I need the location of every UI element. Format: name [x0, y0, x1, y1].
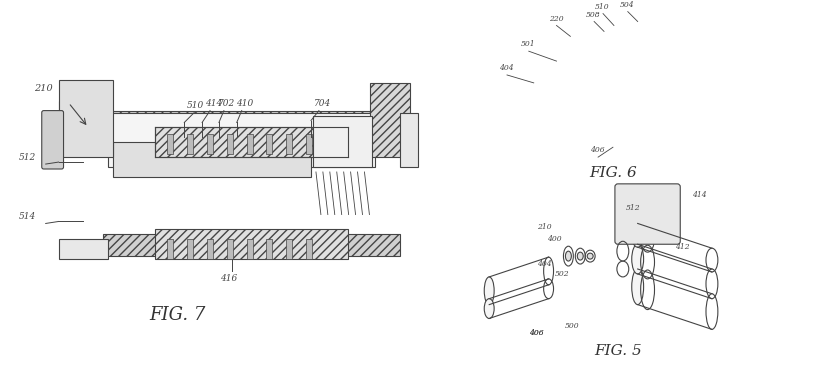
Text: 406: 406 — [528, 329, 543, 337]
Ellipse shape — [586, 253, 592, 259]
Bar — [58, 101, 108, 120]
Ellipse shape — [484, 299, 494, 318]
Ellipse shape — [565, 251, 571, 261]
Text: 414: 414 — [205, 99, 222, 108]
Text: 412: 412 — [675, 243, 689, 251]
Text: 501: 501 — [520, 40, 535, 48]
Text: 410: 410 — [236, 99, 253, 108]
Ellipse shape — [577, 252, 582, 260]
Bar — [400, 113, 418, 167]
Bar — [187, 134, 193, 154]
Bar — [157, 134, 335, 152]
Bar — [155, 229, 347, 259]
Bar — [113, 142, 310, 177]
Bar — [247, 134, 252, 154]
Ellipse shape — [484, 277, 494, 305]
Bar — [227, 134, 233, 154]
Text: 406: 406 — [528, 329, 543, 337]
Bar — [227, 239, 233, 259]
Bar — [286, 239, 292, 259]
Bar — [167, 134, 173, 154]
Text: 404: 404 — [536, 260, 550, 268]
Bar — [313, 116, 372, 167]
Bar — [370, 83, 410, 157]
Text: 704: 704 — [314, 99, 331, 108]
Text: 406: 406 — [590, 146, 604, 154]
Bar — [266, 239, 272, 259]
Bar — [58, 239, 108, 259]
Text: 510: 510 — [187, 101, 204, 110]
Bar — [266, 134, 272, 154]
Ellipse shape — [631, 224, 643, 247]
Text: 416: 416 — [219, 274, 237, 283]
Text: 702: 702 — [218, 99, 235, 108]
FancyBboxPatch shape — [42, 111, 63, 169]
Text: FIG. 6: FIG. 6 — [588, 166, 636, 180]
Text: FIG. 7: FIG. 7 — [149, 306, 206, 325]
Bar — [305, 134, 311, 154]
Ellipse shape — [631, 244, 643, 274]
Text: 512: 512 — [625, 203, 640, 212]
Bar — [207, 134, 213, 154]
Bar — [157, 231, 335, 249]
Text: 210: 210 — [34, 84, 52, 93]
Bar — [103, 111, 400, 132]
Bar — [103, 234, 400, 256]
Bar — [207, 239, 213, 259]
Bar — [108, 113, 375, 167]
Text: 500: 500 — [563, 322, 578, 330]
Bar — [155, 127, 347, 157]
Bar — [305, 239, 311, 259]
Text: 510: 510 — [595, 3, 609, 11]
Text: 508: 508 — [586, 11, 600, 19]
Text: 414: 414 — [691, 191, 706, 199]
Text: 404: 404 — [499, 64, 513, 72]
Bar — [247, 239, 252, 259]
FancyBboxPatch shape — [614, 184, 680, 244]
Text: 502: 502 — [554, 270, 568, 278]
Bar — [167, 239, 173, 259]
Text: 400: 400 — [546, 235, 560, 243]
Text: 220: 220 — [548, 15, 563, 23]
Ellipse shape — [631, 269, 643, 305]
Text: 210: 210 — [536, 223, 550, 231]
Bar — [58, 80, 113, 157]
Text: FIG. 5: FIG. 5 — [593, 344, 641, 358]
Bar — [187, 239, 193, 259]
Bar — [286, 134, 292, 154]
Text: 514: 514 — [19, 213, 36, 221]
Text: 504: 504 — [619, 1, 634, 9]
Text: 512: 512 — [19, 153, 36, 162]
